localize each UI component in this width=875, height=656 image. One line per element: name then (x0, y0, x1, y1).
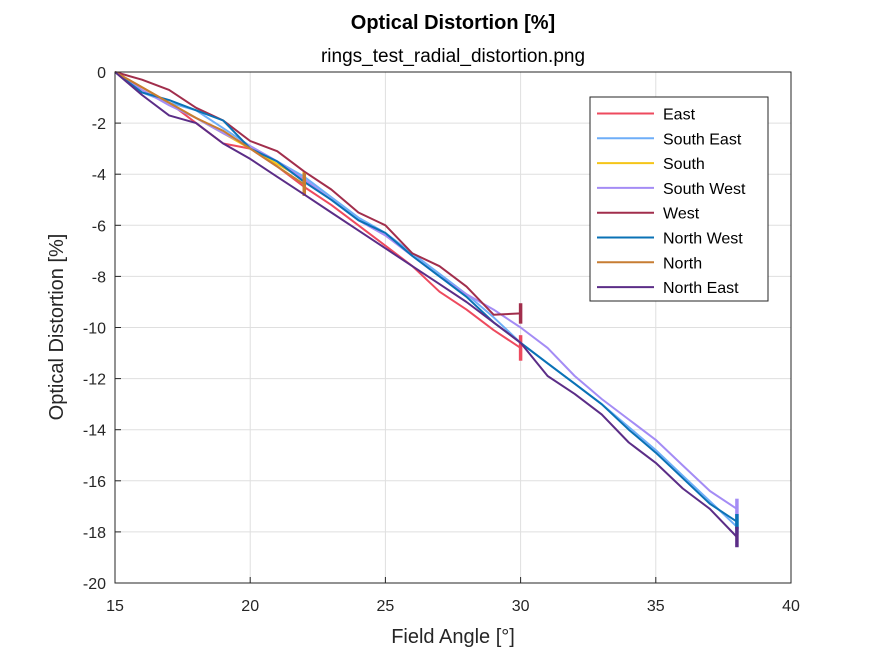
legend-box (589, 96, 769, 302)
y-tick-label: -2 (92, 116, 106, 133)
axis-ticks: 15 20 25 30 35 40 0 -2 -4 -6 -8 -10 -12 -14 -16 -18 -20 (83, 65, 800, 615)
legend: East South East South South West West North W… (589, 96, 769, 302)
series-line-east (114, 71, 522, 349)
legend-label-north-east: North East (663, 280, 739, 297)
x-tick-label: 15 (106, 598, 124, 615)
y-tick-label: -14 (83, 423, 106, 440)
y-tick-label: -20 (83, 576, 106, 593)
legend-label-west: West (663, 206, 700, 223)
y-tick-label: -8 (92, 269, 106, 286)
series-line-south-east (114, 71, 738, 528)
y-tick-label: -10 (83, 321, 106, 338)
chart-title: Optical Distortion [%] (351, 12, 555, 34)
legend-label-south-west: South West (663, 181, 746, 198)
x-tick-label: 25 (377, 598, 395, 615)
x-tick-label: 35 (647, 598, 665, 615)
legend-label-north-west: North West (663, 231, 743, 248)
x-tick-label: 40 (782, 598, 800, 615)
series-lines (114, 71, 739, 548)
y-tick-label: -6 (92, 218, 106, 235)
y-axis-label: Optical Distortion [%] (46, 234, 68, 421)
series-line-west (114, 71, 521, 316)
legend-label-north: North (663, 255, 702, 272)
legend-label-east: East (663, 107, 696, 124)
chart-subtitle: rings_test_radial_distortion.png (321, 46, 585, 67)
x-tick-label: 20 (241, 598, 259, 615)
y-tick-label: -12 (83, 372, 106, 389)
y-tick-label: -18 (83, 525, 106, 542)
y-tick-label: -4 (92, 167, 106, 184)
series-line-north-east (114, 71, 738, 538)
y-tick-label: -16 (83, 474, 106, 491)
series-line-north-west (114, 71, 738, 523)
y-tick-label: 0 (97, 65, 106, 82)
series-line-north (114, 71, 305, 186)
legend-label-south: South (663, 156, 705, 173)
legend-label-south-east: South East (663, 131, 742, 148)
x-tick-label: 30 (512, 598, 530, 615)
x-axis-label: Field Angle [°] (391, 626, 515, 648)
